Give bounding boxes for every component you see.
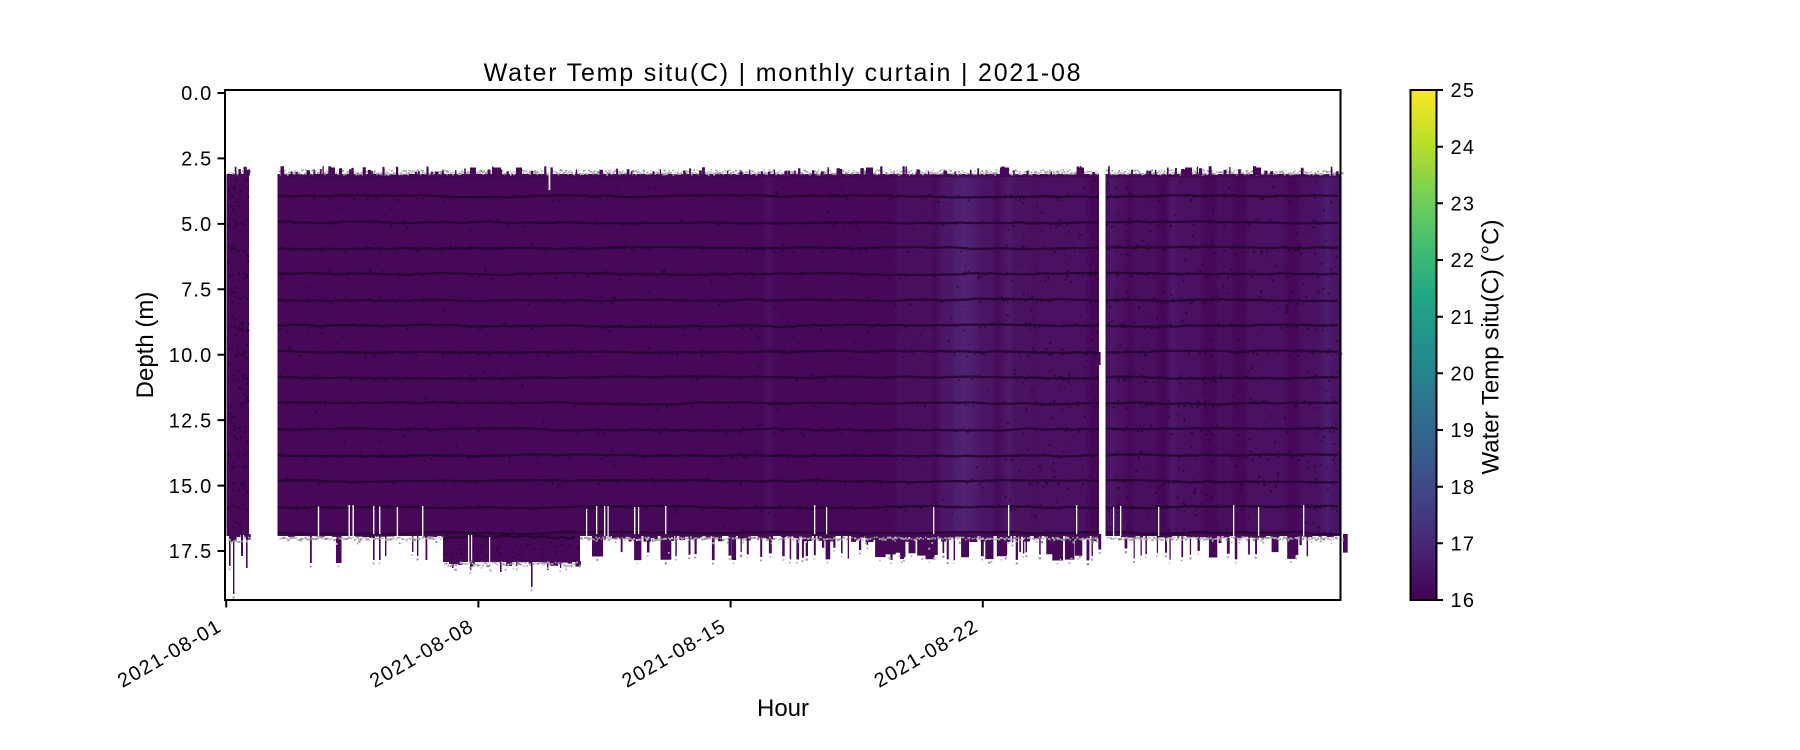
svg-text:Depth (m): Depth (m) <box>132 292 159 399</box>
svg-text:17: 17 <box>1451 534 1476 556</box>
svg-text:19: 19 <box>1451 420 1476 442</box>
svg-text:21: 21 <box>1451 307 1476 329</box>
svg-text:5.0: 5.0 <box>181 214 212 236</box>
svg-text:7.5: 7.5 <box>181 280 212 302</box>
svg-text:2.5: 2.5 <box>181 149 212 171</box>
svg-text:16: 16 <box>1451 590 1476 612</box>
svg-text:Water Temp situ(C) | monthly c: Water Temp situ(C) | monthly curtain | 2… <box>484 59 1083 87</box>
svg-text:15.0: 15.0 <box>169 476 213 498</box>
svg-text:0.0: 0.0 <box>181 83 212 105</box>
svg-text:22: 22 <box>1451 250 1476 272</box>
svg-text:17.5: 17.5 <box>169 541 213 563</box>
svg-text:24: 24 <box>1451 137 1476 159</box>
svg-text:12.5: 12.5 <box>169 410 213 432</box>
svg-text:Water Temp situ(C) (°C): Water Temp situ(C) (°C) <box>1478 220 1505 475</box>
svg-text:18: 18 <box>1451 477 1476 499</box>
svg-text:10.0: 10.0 <box>169 345 213 367</box>
svg-text:23: 23 <box>1451 194 1476 216</box>
svg-text:25: 25 <box>1451 80 1476 102</box>
svg-text:Hour: Hour <box>757 695 809 722</box>
svg-text:20: 20 <box>1451 364 1476 386</box>
